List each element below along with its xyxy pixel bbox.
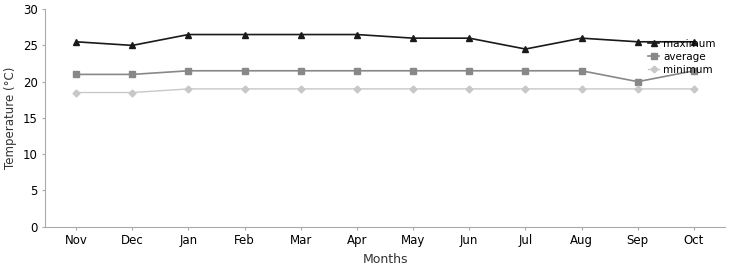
minimum (634, 87, 642, 90)
Line: maximum: maximum (73, 31, 698, 52)
average (71, 73, 80, 76)
average (465, 69, 474, 72)
average (409, 69, 418, 72)
minimum (128, 91, 136, 94)
maximum (690, 40, 698, 43)
maximum (634, 40, 642, 43)
maximum (465, 36, 474, 40)
X-axis label: Months: Months (362, 253, 408, 266)
maximum (184, 33, 193, 36)
average (690, 69, 698, 72)
Y-axis label: Temperature (°C): Temperature (°C) (4, 67, 17, 169)
minimum (521, 87, 530, 90)
minimum (241, 87, 249, 90)
minimum (577, 87, 586, 90)
average (521, 69, 530, 72)
Line: minimum: minimum (74, 86, 696, 95)
Line: average: average (74, 68, 697, 85)
maximum (128, 44, 136, 47)
minimum (465, 87, 474, 90)
minimum (409, 87, 418, 90)
minimum (353, 87, 362, 90)
maximum (409, 36, 418, 40)
average (353, 69, 362, 72)
average (128, 73, 136, 76)
average (634, 80, 642, 83)
maximum (241, 33, 249, 36)
average (184, 69, 193, 72)
minimum (297, 87, 305, 90)
average (241, 69, 249, 72)
maximum (521, 48, 530, 51)
maximum (577, 36, 586, 40)
average (297, 69, 305, 72)
maximum (353, 33, 362, 36)
maximum (297, 33, 305, 36)
minimum (690, 87, 698, 90)
maximum (71, 40, 80, 43)
Legend: maximum, average, minimum: maximum, average, minimum (644, 35, 720, 79)
minimum (184, 87, 193, 90)
average (577, 69, 586, 72)
minimum (71, 91, 80, 94)
